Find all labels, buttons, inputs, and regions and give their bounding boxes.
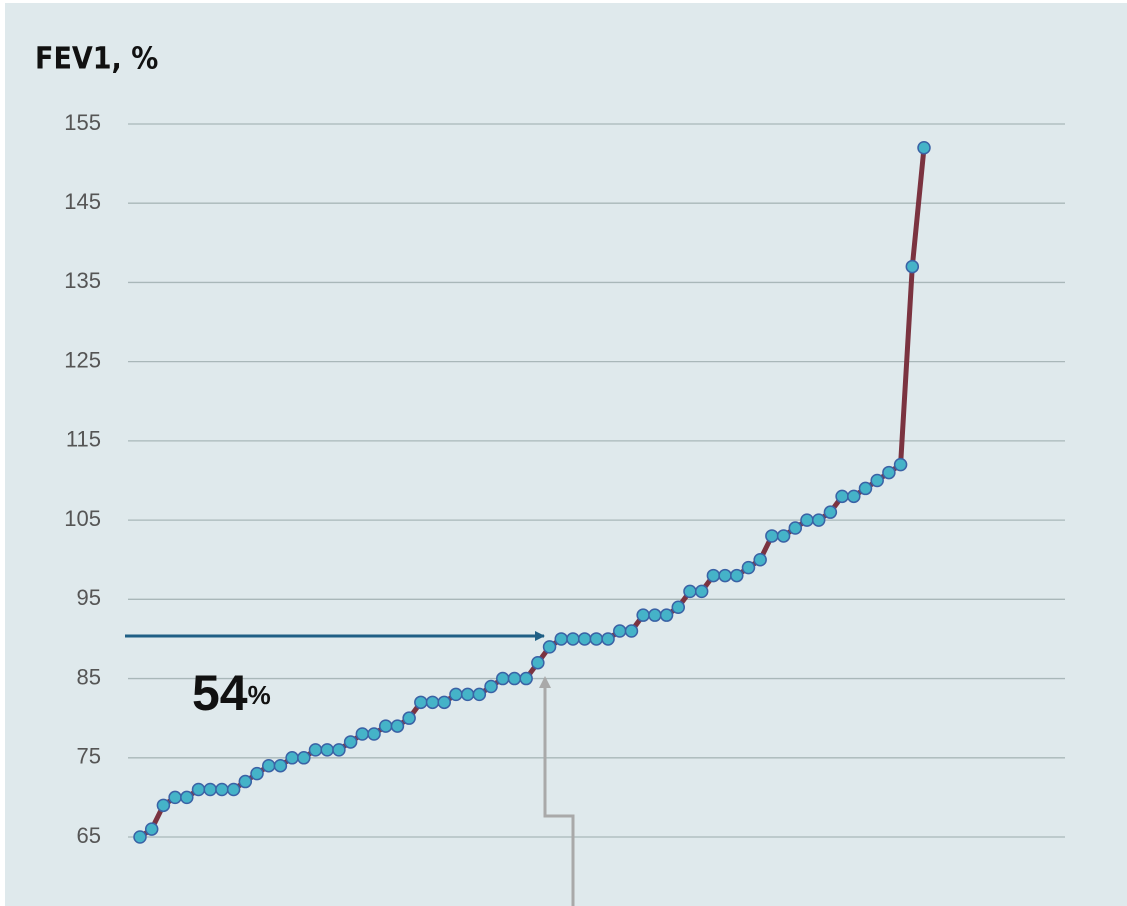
marker xyxy=(706,568,721,583)
marker xyxy=(144,822,159,836)
y-tick-label: 85 xyxy=(77,664,101,689)
marker xyxy=(577,632,592,646)
y-tick-label: 155 xyxy=(64,110,101,135)
arrow xyxy=(539,676,575,906)
marker xyxy=(402,711,416,725)
marker xyxy=(133,830,147,844)
marker xyxy=(636,608,650,622)
chart-title: FEV1, % xyxy=(35,42,158,77)
marker xyxy=(484,679,498,694)
marker xyxy=(495,671,510,686)
marker xyxy=(905,259,920,274)
marker xyxy=(203,782,217,797)
marker xyxy=(355,727,370,741)
y-tick-label: 125 xyxy=(64,347,101,372)
marker xyxy=(730,568,744,583)
y-tick-label: 105 xyxy=(64,506,101,531)
marker xyxy=(624,624,639,638)
marker xyxy=(776,529,791,543)
marker xyxy=(343,735,358,749)
marker xyxy=(460,687,475,702)
marker xyxy=(507,671,522,686)
marker xyxy=(297,751,311,765)
marker xyxy=(718,568,732,583)
annotation-suffix: % xyxy=(248,680,271,710)
marker xyxy=(285,751,299,765)
y-tick-label: 65 xyxy=(77,823,101,848)
marker xyxy=(800,513,814,527)
marker xyxy=(320,743,334,757)
marker xyxy=(332,743,346,757)
y-tick-label: 95 xyxy=(77,585,101,610)
marker xyxy=(367,727,381,741)
marker xyxy=(449,687,463,702)
marker xyxy=(835,489,849,504)
marker xyxy=(788,521,803,535)
marker xyxy=(858,481,873,496)
marker xyxy=(753,552,767,567)
marker xyxy=(238,774,253,789)
marker xyxy=(823,505,838,519)
marker xyxy=(882,465,896,480)
marker xyxy=(414,695,428,710)
marker xyxy=(250,766,264,781)
y-tick-label: 135 xyxy=(64,268,101,293)
marker xyxy=(273,758,288,773)
marker xyxy=(811,513,826,527)
marker xyxy=(741,560,756,575)
marker xyxy=(261,758,276,773)
marker xyxy=(765,529,779,543)
marker xyxy=(683,584,697,599)
marker xyxy=(437,695,451,710)
marker xyxy=(870,473,884,488)
marker xyxy=(215,782,229,797)
y-tick-label: 145 xyxy=(64,189,101,214)
marker xyxy=(191,782,206,797)
marker xyxy=(156,798,171,813)
marker xyxy=(601,632,615,646)
marker xyxy=(390,719,405,733)
marker xyxy=(472,687,487,702)
background xyxy=(5,3,1127,906)
marker xyxy=(671,600,686,615)
marker xyxy=(531,655,545,670)
y-tick-label: 115 xyxy=(66,427,101,452)
marker xyxy=(168,790,182,805)
marker xyxy=(566,632,580,646)
marker xyxy=(694,584,709,599)
marker xyxy=(554,632,569,646)
marker xyxy=(893,457,908,472)
y-tick-label: 75 xyxy=(77,744,101,769)
marker xyxy=(648,608,662,622)
marker xyxy=(917,140,931,155)
marker xyxy=(226,782,241,797)
marker xyxy=(308,743,323,757)
annotation-number: 54 xyxy=(192,665,248,721)
marker xyxy=(378,719,393,733)
marker xyxy=(847,489,861,504)
marker xyxy=(589,632,604,646)
annotation: 54% xyxy=(192,665,271,721)
marker xyxy=(613,624,627,638)
marker xyxy=(659,608,674,622)
marker xyxy=(180,790,194,805)
marker xyxy=(542,640,557,654)
marker xyxy=(519,671,533,686)
marker xyxy=(425,695,440,710)
